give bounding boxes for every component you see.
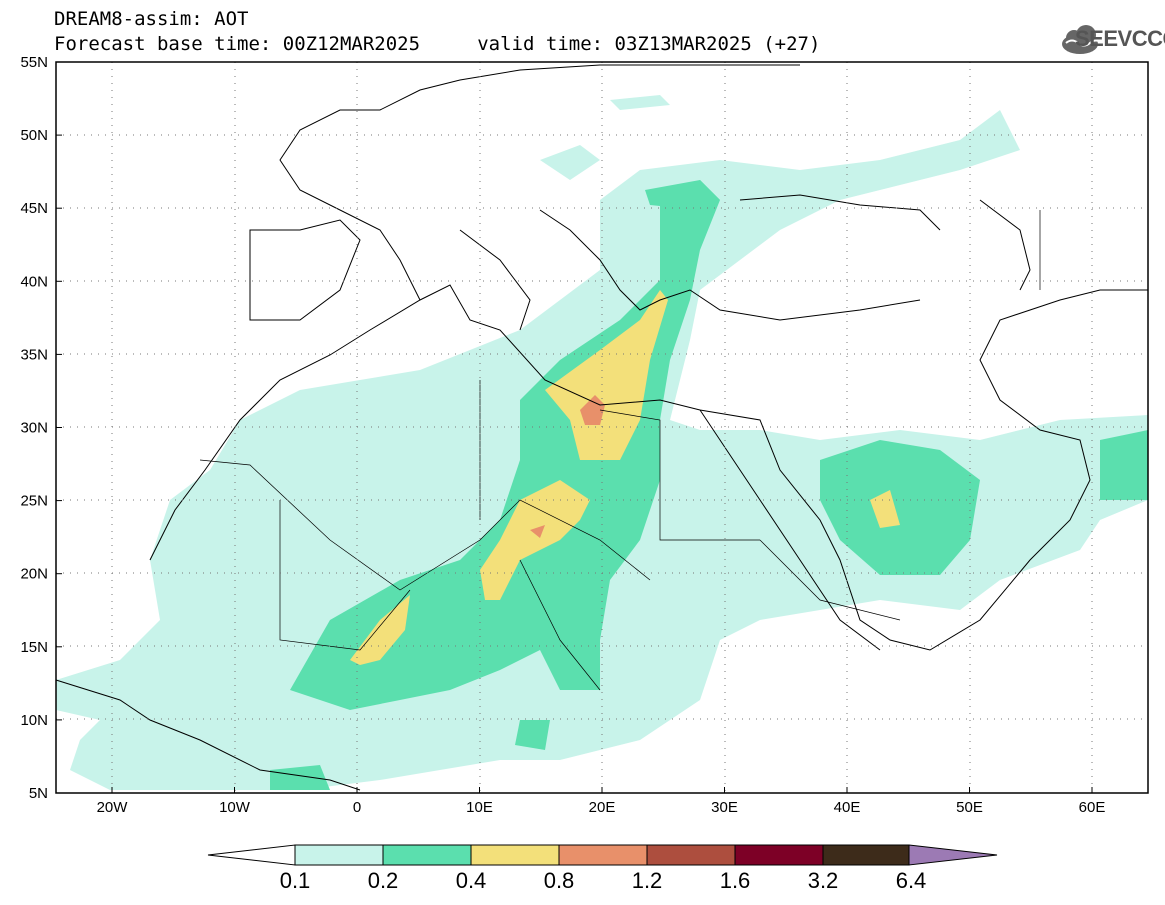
colorbar-segment-1.6	[734, 844, 824, 866]
aot-field-0.4	[350, 290, 900, 665]
lat-label: 20N	[20, 566, 48, 583]
lat-label: 35N	[20, 346, 48, 363]
colorbar-segment-0.4	[470, 844, 560, 866]
lon-label: 40E	[834, 799, 861, 816]
colorbar-label: 0.8	[543, 868, 575, 893]
colorbar-segment-0.8	[558, 844, 648, 866]
logo-text: SEEVCCC	[1075, 26, 1165, 51]
colorbar-segment-below	[207, 844, 296, 866]
longitude-labels: 20W 10W 0 10E 20E 30E 40E 50E 60E	[97, 787, 1106, 816]
lat-label: 25N	[20, 493, 48, 510]
lat-label: 10N	[20, 712, 48, 729]
country-borders	[199, 210, 1041, 691]
forecast-time-info: Forecast base time: 00Z12MAR2025 valid t…	[54, 33, 821, 55]
graticule	[56, 62, 1148, 793]
lat-label: 15N	[20, 639, 48, 656]
lon-label: 10W	[219, 799, 251, 816]
coastlines	[55, 64, 1148, 791]
lon-label: 0	[353, 799, 361, 816]
colorbar-label: 0.2	[367, 868, 399, 893]
lon-label: 60E	[1079, 799, 1106, 816]
lon-label: 20W	[97, 799, 129, 816]
colorbar-segment-1.2	[646, 844, 736, 866]
aot-field-0.2	[270, 180, 1148, 790]
colorbar-segment-above	[908, 844, 998, 866]
cloud-logo-icon	[1062, 25, 1103, 54]
lat-label: 50N	[20, 127, 48, 144]
colorbar-label: 1.2	[631, 868, 663, 893]
colorbar-segment-0.1	[294, 844, 384, 866]
lon-label: 20E	[589, 799, 616, 816]
latitude-labels: 55N 50N 45N 40N 35N 30N 25N 20N 15N 10N 5N	[20, 54, 62, 802]
colorbar-segment-0.2	[382, 844, 472, 866]
colorbar-label: 3.2	[807, 868, 839, 893]
lat-label: 30N	[20, 420, 48, 437]
colorbar	[207, 844, 998, 866]
lon-label: 30E	[711, 799, 738, 816]
colorbar-label: 6.4	[895, 868, 927, 893]
colorbar-label: 0.1	[279, 868, 311, 893]
colorbar-label: 1.6	[719, 868, 751, 893]
lat-label: 45N	[20, 200, 48, 217]
lat-label: 55N	[20, 54, 48, 71]
lat-label: 40N	[20, 273, 48, 290]
lon-label: 10E	[466, 799, 493, 816]
map-title: DREAM8-assim: AOT	[54, 8, 249, 30]
aot-field-0.8	[530, 395, 605, 538]
lon-label: 50E	[956, 799, 983, 816]
colorbar-segment-3.2	[822, 844, 910, 866]
lat-label: 5N	[29, 785, 48, 802]
colorbar-label: 0.4	[455, 868, 487, 893]
